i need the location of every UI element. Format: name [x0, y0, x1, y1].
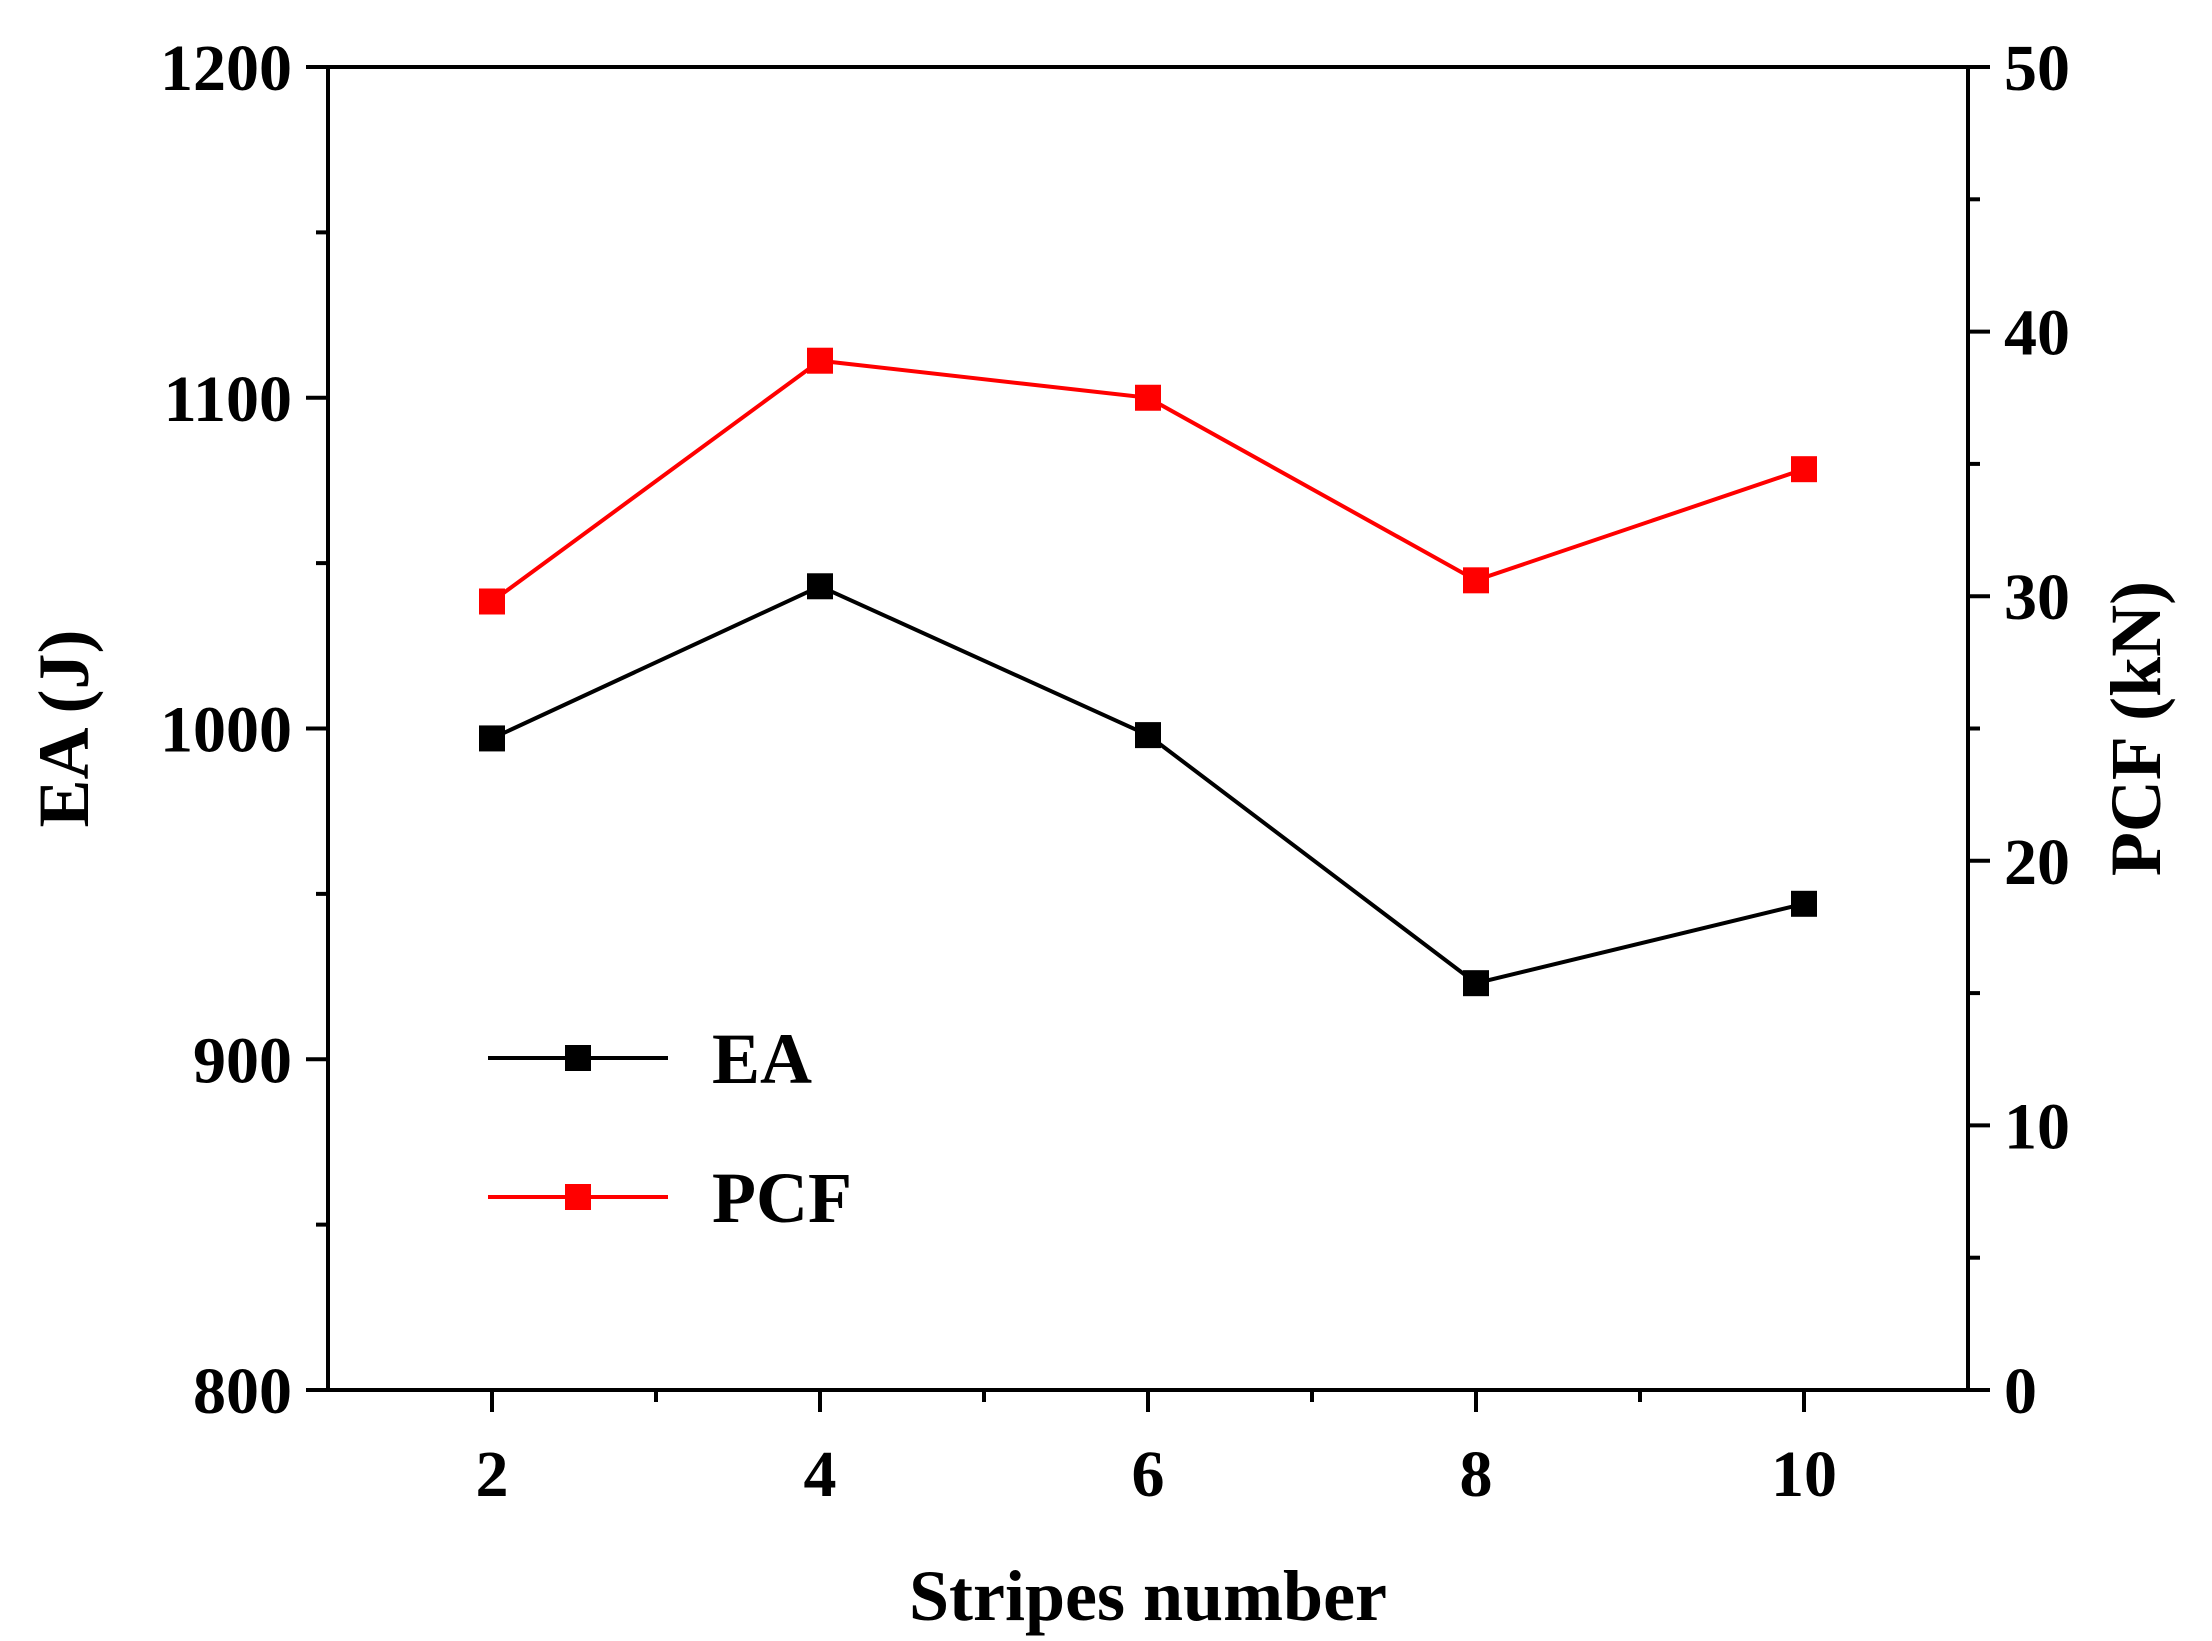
legend-marker-pcf [565, 1184, 591, 1210]
series-point-pcf [1135, 384, 1161, 411]
series-point-pcf [1463, 567, 1489, 594]
series-line-ea [491, 584, 1805, 986]
y-left-axis-title: EA (J) [24, 630, 104, 828]
legend: EA PCF [488, 1019, 852, 1238]
x-tick-label: 6 [1132, 1438, 1165, 1511]
y-right-tick-label: 10 [2004, 1090, 2070, 1163]
series-point-ea [1135, 722, 1161, 749]
y-left-tick-label: 900 [193, 1024, 292, 1097]
y-right-tick-label: 20 [2004, 826, 2070, 899]
legend-marker-ea [565, 1045, 591, 1071]
y-left-tick-label: 800 [193, 1355, 292, 1428]
y-left-tick-label: 1000 [160, 694, 292, 767]
series-point-ea [1791, 890, 1817, 917]
legend-label-pcf: PCF [712, 1158, 852, 1238]
axes-layer: 2 4 6 8 10 800 900 1000 1100 1200 0 10 20 30 40 50 [160, 32, 2070, 1511]
legend-label-ea: EA [712, 1019, 812, 1099]
series-point-ea [807, 573, 833, 600]
y-right-tick-label: 50 [2004, 32, 2070, 105]
series-layer [479, 347, 1817, 997]
y-right-tick-label: 30 [2004, 561, 2070, 634]
series-point-pcf [1791, 456, 1817, 483]
series-point-ea [479, 725, 505, 752]
axis-titles: Stripes number EA (J) PCF (kN) [24, 581, 2176, 1636]
series-point-pcf [479, 588, 505, 615]
x-tick-label: 4 [804, 1438, 837, 1511]
x-tick-label: 8 [1460, 1438, 1493, 1511]
series-point-pcf [807, 347, 833, 374]
x-tick-label: 2 [476, 1438, 509, 1511]
y-right-tick-label: 40 [2004, 297, 2070, 370]
y-right-tick-label: 0 [2004, 1355, 2037, 1428]
y-left-tick-label: 1100 [164, 363, 292, 436]
y-right-axis-title: PCF (kN) [2096, 581, 2176, 876]
series-point-ea [1463, 970, 1489, 997]
x-tick-label: 10 [1771, 1438, 1837, 1511]
x-axis-title: Stripes number [909, 1556, 1387, 1636]
y-left-tick-label: 1200 [160, 32, 292, 105]
